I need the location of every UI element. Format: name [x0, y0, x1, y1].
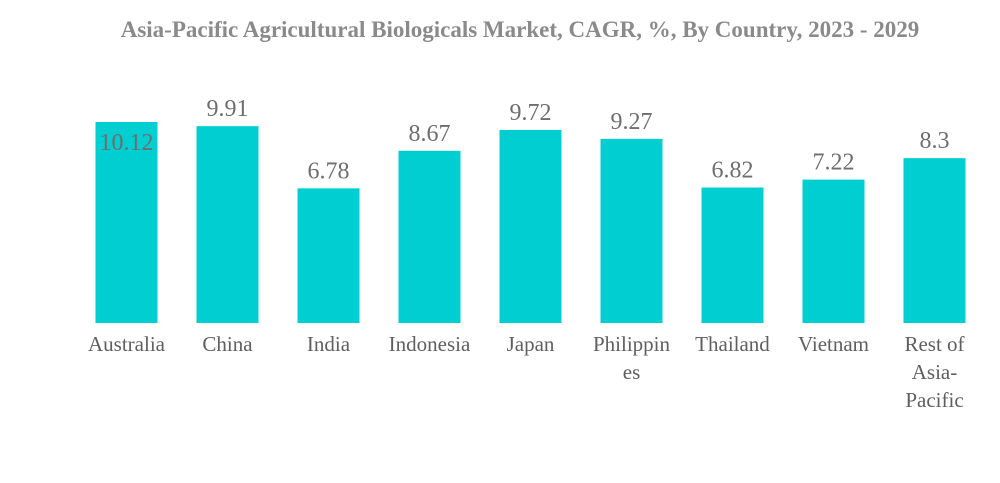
value-label: 9.91: [207, 96, 249, 122]
bar-australia: [95, 122, 158, 323]
bar-india: [297, 188, 360, 323]
bar-china: [196, 126, 259, 323]
bar-indonesia: [398, 150, 461, 323]
bar-thailand: [701, 187, 764, 323]
value-label: 8.3: [920, 128, 950, 154]
bar-philippines: [600, 138, 663, 323]
value-label: 8.67: [409, 121, 451, 147]
value-label: 9.27: [611, 109, 653, 135]
value-label: 10.12: [100, 130, 154, 156]
category-label: Vietnam: [798, 332, 869, 356]
value-labels-layer: 10.12 9.91 6.78 8.67 9.72 9.27 6.82 7.22 8.3: [100, 96, 950, 184]
category-label: Australia: [88, 332, 166, 356]
category-label: China: [202, 332, 253, 356]
category-label: Japan: [507, 332, 555, 356]
bars-layer: [95, 122, 966, 323]
value-label: 7.22: [813, 150, 855, 176]
category-label: Philippin es: [593, 332, 671, 384]
category-label: Indonesia: [389, 332, 471, 356]
category-label: Thailand: [695, 332, 770, 356]
value-label: 9.72: [510, 100, 552, 126]
category-label: Rest of Asia-Pacific: [904, 332, 964, 412]
category-label: India: [307, 332, 351, 356]
bar-vietnam: [802, 179, 865, 323]
bar-japan: [499, 129, 562, 323]
bar-rest-of-asia-pacific: [903, 158, 966, 323]
category-labels-layer: Australia China India Indonesia Japan Philipp…: [88, 332, 965, 412]
chart-title: Asia-Pacific Agricultural Biologicals Ma…: [120, 17, 920, 42]
value-label: 6.78: [308, 158, 350, 184]
value-label: 6.82: [712, 158, 754, 184]
